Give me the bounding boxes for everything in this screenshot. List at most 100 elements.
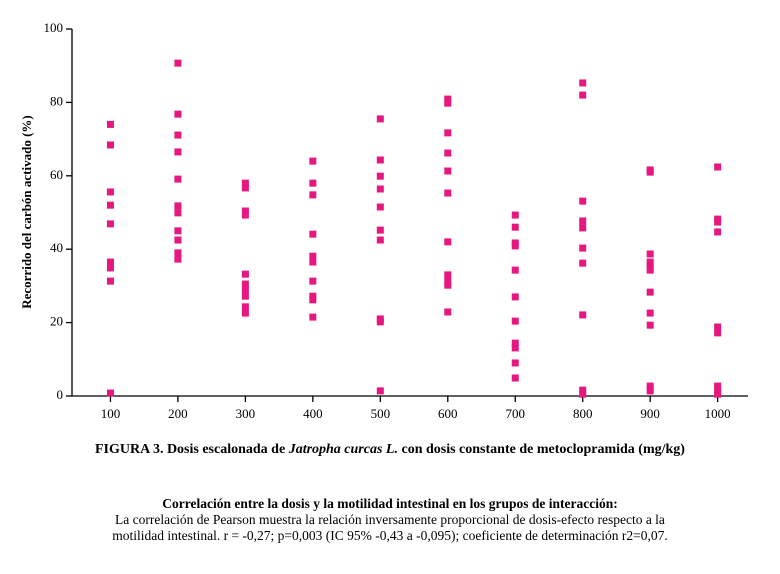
point	[174, 110, 182, 118]
y-tick-label: 20	[50, 314, 63, 329]
point	[511, 223, 519, 231]
caption-heading: Correlación entre la dosis y la motilida…	[162, 496, 618, 511]
point	[646, 387, 654, 395]
point	[511, 266, 519, 274]
point	[646, 250, 654, 258]
point	[174, 227, 182, 235]
point	[511, 211, 519, 219]
point	[714, 329, 722, 337]
x-tick-label: 700	[505, 406, 525, 421]
point	[646, 288, 654, 296]
point	[106, 188, 114, 196]
x-tick-label: 800	[573, 406, 593, 421]
point	[444, 281, 452, 289]
point	[579, 390, 587, 398]
x-tick-label: 200	[168, 406, 188, 421]
point	[241, 270, 249, 278]
point	[511, 359, 519, 367]
point	[376, 318, 384, 326]
point	[241, 292, 249, 300]
chart-title: FIGURA 3. Dosis escalonada de Jatropha c…	[0, 442, 780, 458]
point	[511, 242, 519, 250]
title-part: FIGURA 3. Dosis escalonada de	[95, 442, 289, 457]
point	[241, 179, 249, 187]
point	[376, 156, 384, 164]
point	[376, 387, 384, 395]
point	[511, 374, 519, 382]
point	[646, 266, 654, 274]
point	[444, 308, 452, 316]
point	[174, 59, 182, 67]
point	[376, 236, 384, 244]
point	[241, 303, 249, 311]
point	[714, 386, 722, 394]
point	[174, 236, 182, 244]
point	[579, 259, 587, 267]
y-tick-label: 0	[57, 387, 64, 402]
point	[174, 249, 182, 257]
point	[646, 321, 654, 329]
x-tick-label: 100	[101, 406, 121, 421]
point	[579, 311, 587, 319]
caption-line: La correlación de Pearson muestra la rel…	[115, 512, 665, 527]
point	[309, 313, 317, 321]
point	[579, 386, 587, 394]
point	[714, 382, 722, 390]
point	[579, 197, 587, 205]
point	[241, 207, 249, 215]
point	[714, 218, 722, 226]
x-tick-label: 300	[236, 406, 256, 421]
point	[106, 120, 114, 128]
point	[579, 91, 587, 99]
y-tick-label: 60	[50, 167, 63, 182]
point	[106, 389, 114, 397]
point	[174, 148, 182, 156]
point	[714, 163, 722, 171]
point	[174, 175, 182, 183]
point	[646, 258, 654, 266]
point	[579, 217, 587, 225]
point	[444, 99, 452, 107]
point	[309, 157, 317, 165]
caption: Correlación entre la dosis y la motilida…	[0, 496, 780, 544]
point	[714, 323, 722, 331]
point	[241, 211, 249, 219]
chart: Recorrido del carbón activado (%) 0 20 40 6…	[19, 20, 748, 421]
point	[646, 262, 654, 270]
point	[106, 220, 114, 228]
point	[646, 309, 654, 317]
y-tick-label: 40	[50, 240, 63, 255]
point	[579, 244, 587, 252]
point	[646, 168, 654, 176]
point	[444, 167, 452, 175]
y-tick-label: 100	[44, 20, 64, 35]
point	[376, 172, 384, 180]
title-part: Jatropha curcas L.	[288, 442, 398, 457]
point	[241, 184, 249, 192]
point	[309, 296, 317, 304]
point	[646, 382, 654, 390]
point	[511, 317, 519, 325]
point	[376, 115, 384, 123]
point	[309, 230, 317, 238]
point	[579, 79, 587, 87]
point	[309, 179, 317, 187]
y-axis-label: Recorrido del carbón activado (%)	[19, 115, 34, 309]
x-tick-label: 600	[438, 406, 458, 421]
point	[444, 129, 452, 137]
point	[714, 390, 722, 398]
point	[511, 344, 519, 352]
point	[309, 258, 317, 266]
point	[444, 149, 452, 157]
point	[174, 131, 182, 139]
x-tick-label: 1000	[705, 406, 731, 421]
point	[309, 191, 317, 199]
point	[444, 95, 452, 103]
point	[714, 228, 722, 236]
y-tick-label: 80	[50, 93, 63, 108]
x-tick-label: 400	[303, 406, 323, 421]
point	[309, 277, 317, 285]
point	[309, 252, 317, 260]
point	[579, 224, 587, 232]
